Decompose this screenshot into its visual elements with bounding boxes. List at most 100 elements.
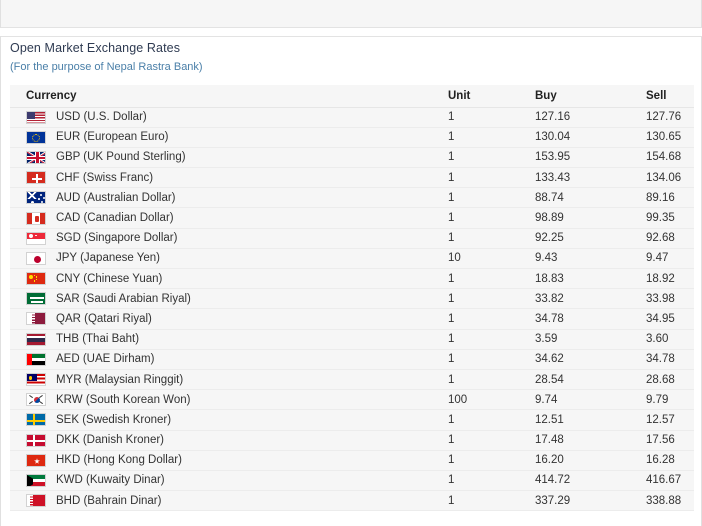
column-header-sell[interactable]: Sell [646,85,694,108]
unit-cell: 1 [448,288,535,310]
table-row[interactable]: AED (UAE Dirham) 1 34.62 34.78 [10,349,694,370]
flag-th-icon [26,332,46,346]
currency-label: CAD (Canadian Dollar) [56,212,174,225]
buy-cell: 3.59 [535,329,646,350]
buy-cell: 17.48 [535,430,646,451]
column-header-currency[interactable]: Currency [10,85,448,108]
sell-cell: 130.65 [646,127,694,148]
table-row[interactable]: USD (U.S. Dollar) 1 127.16 127.76 [10,107,694,128]
currency-label: DKK (Danish Kroner) [56,434,165,447]
table-row[interactable]: KWD (Kuwaity Dinar) 1 414.72 416.67 [10,470,694,492]
currency-label: THB (Thai Baht) [56,333,140,346]
currency-label: MYR (Malaysian Ringgit) [56,373,184,386]
flag-au-icon [26,191,46,205]
column-header-buy[interactable]: Buy [535,85,646,108]
flag-qa-icon [26,312,46,326]
table-row[interactable]: SAR (Saudi Arabian Riyal) 1 33.82 33.98 [10,288,694,310]
sell-cell: 154.68 [646,147,694,169]
currency-cell: JPY (Japanese Yen) [10,248,448,270]
currency-cell: SEK (Swedish Kroner) [10,409,448,431]
column-header-unit[interactable]: Unit [448,85,535,108]
unit-cell: 1 [448,207,535,229]
table-row[interactable]: KRW (South Korean Won) 100 9.74 9.79 [10,389,694,411]
buy-cell: 28.54 [535,369,646,391]
unit-cell: 1 [448,127,535,148]
table-row[interactable]: CNY (Chinese Yuan) 1 18.83 18.92 [10,268,694,290]
currency-cell: EUR (European Euro) [10,127,448,148]
flag-sa-icon [26,292,46,306]
currency-cell: DKK (Danish Kroner) [10,430,448,451]
table-row[interactable]: SEK (Swedish Kroner) 1 12.51 12.57 [10,409,694,431]
sell-cell: 12.57 [646,409,694,431]
flag-ch-icon [26,171,46,185]
currency-cell: KWD (Kuwaity Dinar) [10,470,448,492]
table-row[interactable]: DKK (Danish Kroner) 1 17.48 17.56 [10,430,694,451]
currency-cell: SGD (Singapore Dollar) [10,228,448,249]
table-row[interactable]: CHF (Swiss Franc) 1 133.43 134.06 [10,167,694,189]
table-row[interactable]: CAD (Canadian Dollar) 1 98.89 99.35 [10,207,694,229]
flag-us-icon [26,110,46,124]
flag-jp-icon [26,251,46,265]
currency-cell: SAR (Saudi Arabian Riyal) [10,288,448,310]
currency-cell: KRW (South Korean Won) [10,389,448,411]
flag-kw-icon [26,473,46,487]
buy-cell: 34.62 [535,349,646,370]
unit-cell: 10 [448,248,535,270]
currency-cell: BHD (Bahrain Dinar) [10,490,448,512]
table-header-row: Currency Unit Buy Sell [10,85,694,108]
unit-cell: 1 [448,167,535,189]
table-row[interactable]: MYR (Malaysian Ringgit) 1 28.54 28.68 [10,369,694,391]
flag-kr-icon [26,393,46,407]
buy-cell: 133.43 [535,167,646,189]
table-row[interactable]: GBP (UK Pound Sterling) 1 153.95 154.68 [10,147,694,169]
table-row[interactable]: THB (Thai Baht) 1 3.59 3.60 [10,329,694,350]
currency-cell: MYR (Malaysian Ringgit) [10,369,448,391]
sell-cell: 34.78 [646,349,694,370]
buy-cell: 9.74 [535,389,646,411]
currency-label: SEK (Swedish Kroner) [56,413,172,426]
table-row[interactable]: QAR (Qatari Riyal) 1 34.78 34.95 [10,308,694,330]
table-row[interactable]: EUR (European Euro) 1 130.04 130.65 [10,127,694,148]
buy-cell: 414.72 [535,470,646,492]
currency-label: QAR (Qatari Riyal) [56,312,152,325]
sell-cell: 9.79 [646,389,694,411]
unit-cell: 1 [448,308,535,330]
buy-cell: 34.78 [535,308,646,330]
currency-label: JPY (Japanese Yen) [56,252,161,265]
currency-cell: HKD (Hong Kong Dollar) [10,450,448,471]
buy-cell: 153.95 [535,147,646,169]
sell-cell: 416.67 [646,470,694,492]
table-row[interactable]: AUD (Australian Dollar) 1 88.74 89.16 [10,187,694,209]
currency-label: EUR (European Euro) [56,131,169,144]
unit-cell: 1 [448,228,535,249]
flag-gb-icon [26,150,46,164]
exchange-rates-table: Currency Unit Buy Sell USD (U.S. Dollar)… [10,85,694,512]
currency-label: KRW (South Korean Won) [56,393,191,406]
flag-eu-icon [26,130,46,144]
flag-ae-icon [26,352,46,366]
table-row[interactable]: JPY (Japanese Yen) 10 9.43 9.47 [10,248,694,270]
open-market-exchange-rates-panel: Open Market Exchange Rates (For the purp… [0,36,702,526]
buy-cell: 9.43 [535,248,646,270]
currency-cell: GBP (UK Pound Sterling) [10,147,448,169]
table-row[interactable]: SGD (Singapore Dollar) 1 92.25 92.68 [10,228,694,249]
unit-cell: 100 [448,389,535,411]
sell-cell: 18.92 [646,268,694,290]
currency-label: GBP (UK Pound Sterling) [56,151,186,164]
flag-dk-icon [26,433,46,447]
buy-cell: 33.82 [535,288,646,310]
currency-label: AED (UAE Dirham) [56,353,155,366]
unit-cell: 1 [448,369,535,391]
sell-cell: 134.06 [646,167,694,189]
currency-label: SGD (Singapore Dollar) [56,232,178,245]
table-row[interactable]: BHD (Bahrain Dinar) 1 337.29 338.88 [10,490,694,512]
buy-cell: 98.89 [535,207,646,229]
unit-cell: 1 [448,490,535,512]
page-title: Open Market Exchange Rates [10,41,181,55]
table-header: Currency Unit Buy Sell [10,85,694,108]
sell-cell: 33.98 [646,288,694,310]
table-row[interactable]: HKD (Hong Kong Dollar) 1 16.20 16.28 [10,450,694,471]
sell-cell: 127.76 [646,107,694,128]
currency-label: CHF (Swiss Franc) [56,171,154,184]
unit-cell: 1 [448,450,535,471]
